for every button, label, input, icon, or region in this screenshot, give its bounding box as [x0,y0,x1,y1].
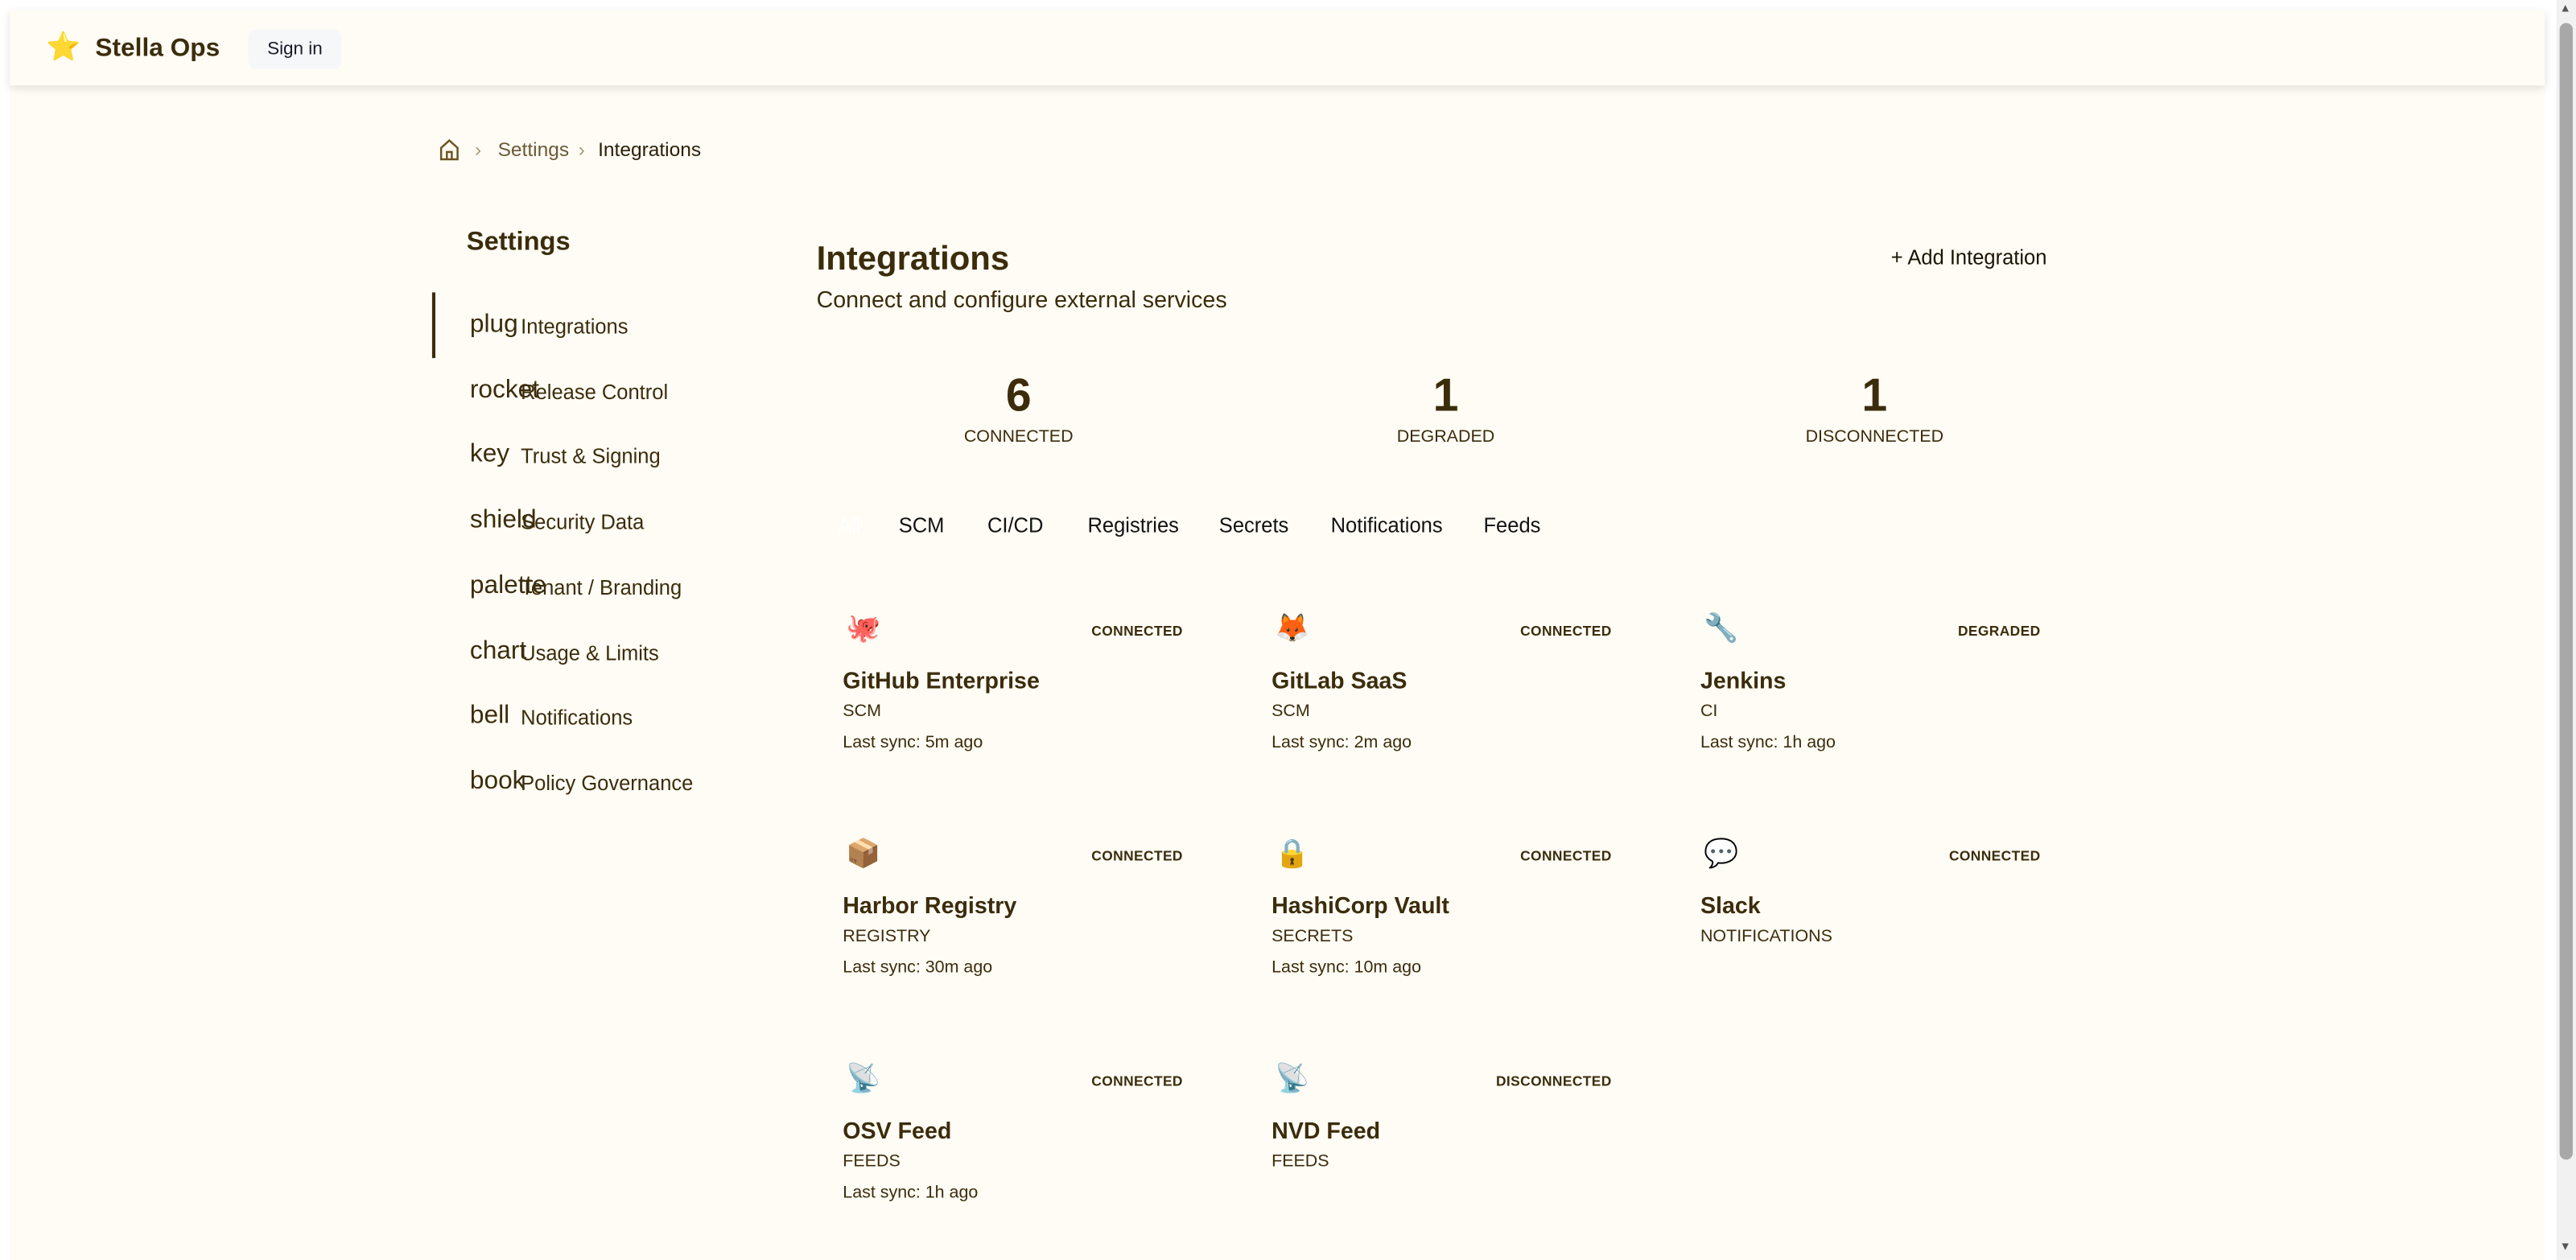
status-badge: DISCONNECTED [1495,1073,1612,1089]
breadcrumb-settings[interactable]: Settings [497,138,570,162]
chart-icon: chart [469,636,527,665]
integration-icon: 📡 [846,1062,881,1094]
integration-card[interactable]: 🔒 CONNECTED HashiCorp Vault SECRETS Last … [1272,838,1612,1019]
sidebar-item-label: Security Data [521,511,645,534]
sidebar-title: Settings [466,228,571,257]
status-badge: DEGRADED [1957,622,2041,640]
scrollbar[interactable]: ▲ ▼ [2556,0,2576,1260]
chevron-right-icon: › [474,138,482,162]
active-indicator [431,292,435,359]
integration-type: SECRETS [1272,926,1354,946]
integration-card[interactable]: 🐙 CONNECTED GitHub Enterprise SCM Last sy… [843,612,1183,793]
stat-value: 1 [1861,369,1888,421]
stat-value: 6 [1005,369,1032,421]
tab-notifications[interactable]: Notifications [1330,513,1443,537]
palette-icon: palette [469,571,546,599]
shield-icon: shield [469,505,537,534]
sidebar-item-label: Release Control [521,380,669,404]
last-sync: Last sync: 2m ago [1272,732,1412,753]
last-sync: Last sync: 30m ago [843,957,993,978]
page-subtitle: Connect and configure external services [816,286,1227,312]
integration-name: GitHub Enterprise [843,666,1040,694]
last-sync: Last sync: 10m ago [1272,957,1422,978]
integration-type: REGISTRY [843,926,931,946]
rocket-icon: rocket [469,375,540,404]
integration-type: FEEDS [843,1151,901,1171]
chevron-right-icon: › [578,138,585,162]
status-badge: CONNECTED [1520,847,1612,864]
scroll-down-icon[interactable]: ▼ [2559,1241,2571,1254]
integration-name: Slack [1700,891,1761,919]
tab-secrets[interactable]: Secrets [1218,513,1289,537]
status-badge: CONNECTED [1091,1073,1183,1089]
integration-icon: 📦 [846,838,881,869]
status-badge: CONNECTED [1091,622,1183,640]
integration-card[interactable]: 📦 CONNECTED Harbor Registry REGISTRY Last… [843,838,1183,1019]
last-sync: Last sync: 5m ago [843,732,983,753]
stat-label: DISCONNECTED [1805,426,1944,447]
last-sync: Last sync: 1h ago [843,1182,979,1203]
stat-disconnected: 1 DISCONNECTED [1710,368,2038,447]
last-sync: Last sync: 1h ago [1700,732,1836,753]
sidebar-item-label: Trust & Signing [521,446,661,469]
integration-type: SCM [843,701,881,722]
sign-in-button[interactable]: Sign in [248,29,342,69]
sidebar-item-label: Notifications [521,706,633,730]
stat-connected: 6 CONNECTED [855,368,1183,447]
integration-card[interactable]: 🦊 CONNECTED GitLab SaaS SCM Last sync: 2m… [1272,612,1612,793]
breadcrumb-current: Integrations [598,138,702,162]
integration-icon: 🦊 [1275,612,1310,644]
scroll-up-icon[interactable]: ▲ [2559,3,2571,15]
tab-cicd[interactable]: CI/CD [987,513,1044,537]
stat-label: CONNECTED [963,426,1074,447]
status-badge: CONNECTED [1948,847,2041,864]
integration-name: NVD Feed [1272,1117,1381,1143]
integration-card[interactable]: 🔧 DEGRADED Jenkins CI Last sync: 1h ago [1700,612,2041,793]
status-badge: CONNECTED [1520,622,1612,640]
integration-name: OSV Feed [843,1117,952,1143]
integration-card[interactable]: 📡 DISCONNECTED NVD Feed FEEDS [1272,1063,1612,1244]
integration-icon: 🔧 [1704,612,1739,644]
add-integration-button[interactable]: + Add Integration [1890,246,2047,270]
integration-card[interactable]: 💬 CONNECTED Slack NOTIFICATIONS [1700,838,2041,1019]
tab-scm[interactable]: SCM [898,513,945,537]
home-icon[interactable] [439,138,460,161]
sidebar-item-label: Usage & Limits [521,641,659,665]
page-background [10,10,2545,1260]
status-badge: CONNECTED [1091,847,1183,864]
integration-name: Harbor Registry [843,891,1017,919]
bell-icon: bell [469,702,510,730]
integration-type: FEEDS [1272,1151,1329,1171]
sidebar-item-label: Integrations [521,315,629,339]
top-header: ⭐ Stella Ops Sign in [10,10,2545,86]
stat-value: 1 [1432,369,1459,421]
integration-icon: 💬 [1704,838,1739,869]
brand-name[interactable]: Stella Ops [95,34,221,63]
sidebar-item-label: Policy Governance [521,772,694,795]
integration-name: HashiCorp Vault [1272,891,1449,919]
book-icon: book [469,767,526,795]
integration-name: GitLab SaaS [1272,666,1408,694]
tab-feeds[interactable]: Feeds [1483,513,1541,537]
stat-label: DEGRADED [1396,426,1495,447]
integration-name: Jenkins [1700,666,1787,694]
integration-icon: 📡 [1275,1062,1310,1094]
sidebar-item-label: Tenant / Branding [521,576,682,599]
page-title: Integrations [816,240,1010,278]
integration-type: CI [1700,701,1718,722]
stat-degraded: 1 DEGRADED [1281,368,1609,447]
integration-icon: 🐙 [846,612,881,644]
integration-type: SCM [1272,701,1310,722]
key-icon: key [469,440,510,469]
tab-registries[interactable]: Registries [1087,513,1179,537]
scrollbar-thumb[interactable] [2559,23,2573,1160]
plug-icon: plug [469,310,518,339]
star-mascot-icon[interactable]: ⭐ [46,31,81,63]
integration-card[interactable]: 📡 CONNECTED OSV Feed FEEDS Last sync: 1h … [843,1063,1183,1244]
tab-all[interactable]: All [838,513,861,537]
integration-type: NOTIFICATIONS [1700,926,1832,946]
integration-icon: 🔒 [1275,838,1310,869]
